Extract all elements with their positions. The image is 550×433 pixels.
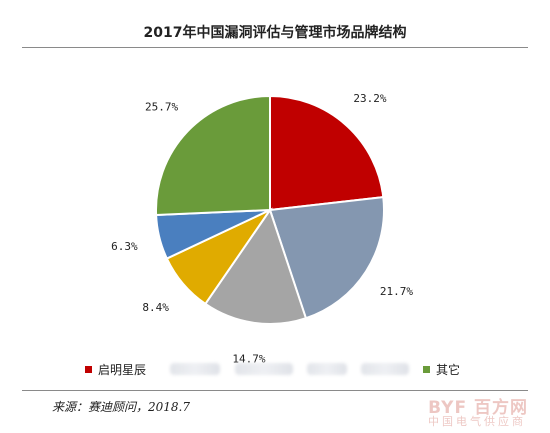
bottom-divider	[22, 390, 528, 391]
legend-redacted-4	[361, 363, 409, 375]
legend-label-qiming: 启明星辰	[98, 363, 147, 377]
chart-legend: 启明星辰 其它	[85, 361, 520, 379]
slice-label-1: 23.2%	[353, 92, 386, 105]
legend-label-other: 其它	[436, 363, 461, 377]
legend-swatch-qiming	[85, 366, 92, 373]
watermark-subtitle: 中国电气供应商	[428, 415, 526, 428]
slice-label-2: 21.7%	[380, 285, 413, 298]
legend-redacted-3	[307, 363, 347, 375]
pie-labels: 23.2% 21.7% 14.7% 8.4% 6.3% 25.7%	[111, 92, 413, 365]
legend-redacted-1	[170, 363, 220, 375]
pie-slice-1	[269, 94, 385, 212]
chart-title: 2017年中国漏洞评估与管理市场品牌结构	[143, 25, 407, 41]
legend-redacted-2	[235, 363, 293, 375]
legend-item-other: 其它	[423, 361, 460, 378]
top-divider	[22, 47, 528, 48]
pie-slice-6	[155, 94, 271, 217]
slice-label-5: 6.3%	[111, 240, 138, 253]
slice-label-6: 25.7%	[145, 100, 178, 113]
watermark-logo-text: BYF 百方网	[428, 398, 528, 418]
pie-slice-2	[268, 196, 385, 320]
slice-label-4: 8.4%	[142, 301, 169, 314]
pie-slices	[155, 94, 385, 325]
legend-item-qiming: 启明星辰	[85, 361, 146, 378]
pie-slice-3	[203, 207, 308, 325]
slice-label-3: 14.7%	[232, 353, 265, 366]
watermark-logo: BYF 百方网 中国电气供应商	[408, 393, 528, 429]
source-note: 来源：赛迪顾问，2018.7	[52, 400, 190, 414]
legend-swatch-other	[423, 366, 430, 373]
